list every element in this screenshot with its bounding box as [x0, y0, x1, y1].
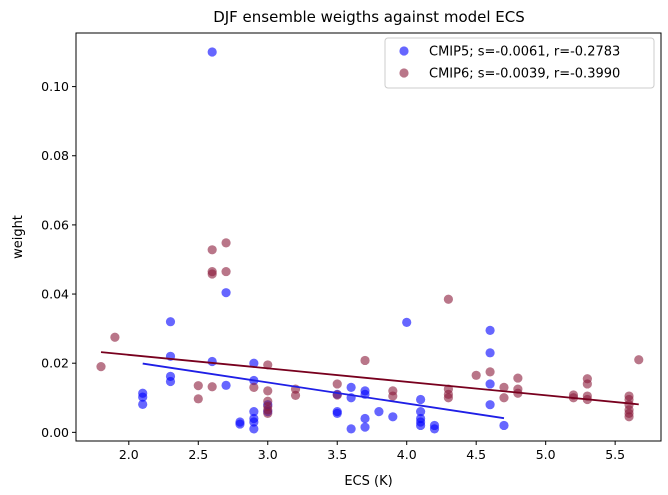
series-2-point — [634, 355, 644, 365]
x-tick-label: 4.0 — [397, 447, 417, 462]
series-2-point — [624, 412, 634, 422]
series-1-point — [249, 424, 259, 434]
axes-layer: 2.0 2.5 3.0 3.5 4.0 4.5 5.0 5.5 0.00 0.02 0.04 0.06… — [41, 79, 625, 462]
series-2-point — [110, 332, 120, 342]
x-tick-label: 3.0 — [258, 447, 278, 462]
x-tick-label: 5.5 — [605, 447, 625, 462]
series-2-point — [499, 382, 509, 393]
y-axis-label: weight — [11, 215, 26, 259]
series-2-fit-line — [100, 351, 639, 406]
legend-label-series-1: CMIP5; s=-0.0061, r=-0.2783 — [429, 45, 620, 60]
series-2-point — [582, 379, 592, 389]
series-2-point — [221, 266, 231, 277]
series-2-point — [96, 362, 106, 372]
series-1-point — [138, 392, 148, 402]
series-1-point — [221, 288, 231, 298]
series-1-point — [485, 400, 495, 410]
series-1-point — [360, 413, 370, 424]
x-tick-label: 2.5 — [188, 447, 208, 462]
series-1-point — [249, 407, 259, 417]
legend: CMIP5; s=-0.0061, r=-0.2783 CMIP6; s=-0.0… — [384, 37, 655, 89]
x-axis-label: ECS (K) — [344, 474, 392, 489]
series-2-point — [263, 386, 273, 396]
x-tick-label: 2.0 — [119, 447, 139, 462]
series-2-point — [443, 294, 453, 304]
series-1-point — [360, 422, 370, 432]
series-1-point — [249, 358, 259, 368]
series-2-point — [193, 394, 203, 404]
series-2-point — [388, 391, 398, 401]
series-2-point — [207, 245, 217, 255]
y-tick-label: 0.06 — [41, 217, 69, 232]
series-1-point — [165, 376, 176, 387]
series-2-point — [360, 355, 370, 366]
series-1-point — [388, 412, 398, 422]
series-2-point — [290, 390, 301, 400]
series-1-point — [416, 407, 426, 417]
series-2-point — [499, 393, 509, 403]
series-1-point — [235, 419, 245, 429]
plot-frame — [75, 32, 662, 442]
series-1-point — [332, 408, 342, 418]
y-tick-label: 0.00 — [41, 425, 69, 440]
x-tick-label: 4.5 — [466, 447, 486, 462]
series-1-point — [429, 424, 440, 434]
series-1-point — [402, 317, 412, 327]
series-2-point — [332, 379, 342, 389]
series-2-point — [193, 381, 203, 391]
chart-title: DJF ensemble weigths against model ECS — [213, 8, 525, 26]
series-1-point — [346, 382, 356, 393]
series-1-point — [221, 380, 231, 390]
series-1-point — [485, 379, 495, 389]
series-2-point — [471, 370, 481, 380]
series-2-point — [221, 238, 231, 248]
series-1-point — [374, 407, 384, 417]
legend-marker-series-2 — [399, 68, 409, 78]
series-1-point — [485, 325, 495, 335]
points-layer — [96, 47, 644, 434]
series-1-point — [165, 317, 176, 327]
series-1-point — [485, 348, 495, 358]
series-2-point — [513, 373, 523, 383]
series-1-point — [249, 417, 259, 427]
y-tick-label: 0.08 — [41, 148, 69, 163]
series-1-fit-line — [142, 362, 505, 420]
series-1-point — [346, 424, 356, 434]
series-1-point — [138, 399, 148, 409]
series-2-point — [263, 408, 273, 418]
x-tick-label: 5.0 — [536, 447, 556, 462]
series-1-point — [207, 356, 217, 367]
series-1-point — [207, 47, 217, 57]
series-2-point — [443, 393, 453, 403]
series-2-point — [485, 367, 495, 377]
series-2-point — [207, 382, 217, 392]
x-tick-label: 3.5 — [327, 447, 347, 462]
fit-lines-layer — [100, 351, 639, 420]
legend-label-series-2: CMIP6; s=-0.0039, r=-0.3990 — [429, 67, 620, 82]
series-1-point — [499, 420, 509, 431]
legend-marker-series-1 — [399, 46, 409, 56]
y-tick-label: 0.02 — [41, 356, 69, 371]
y-tick-label: 0.10 — [41, 79, 69, 94]
series-1-point — [416, 394, 426, 405]
series-2-point — [249, 382, 259, 393]
series-2-point — [207, 269, 217, 279]
y-tick-label: 0.04 — [41, 287, 69, 302]
legend-box — [384, 37, 655, 89]
series-1-point — [416, 420, 426, 431]
